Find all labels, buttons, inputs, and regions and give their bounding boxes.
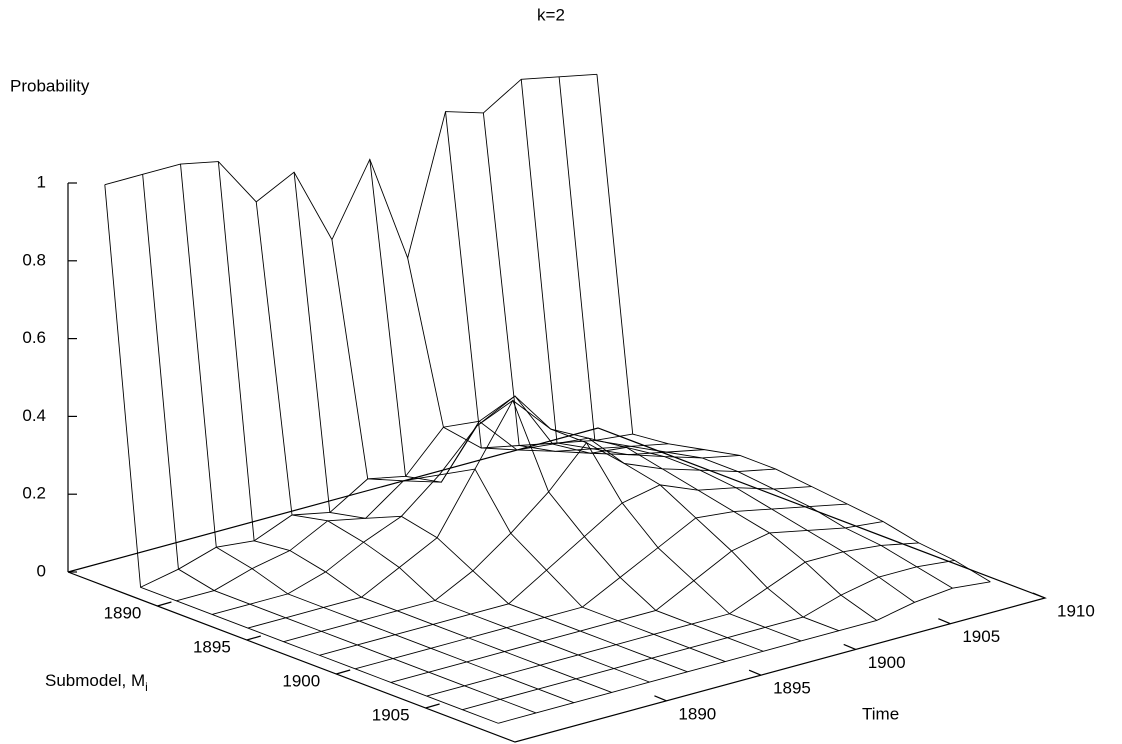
surface-line-submodel (142, 174, 537, 714)
surface-line-time (390, 521, 884, 683)
floor-border (67, 427, 1047, 743)
x-tick-label: 1905 (372, 705, 410, 724)
z-tick-label: 0.2 (22, 484, 46, 503)
surface-line-time (426, 542, 919, 697)
y-tick-label: 1895 (773, 679, 811, 698)
surface-line-submodel (407, 257, 802, 642)
surface-line-time (283, 442, 776, 643)
y-tick-label: 1890 (678, 704, 716, 723)
surface-line-time (498, 581, 991, 724)
x-tick-label: 1895 (193, 637, 231, 656)
surface-line-submodel (180, 164, 575, 704)
surface-line-submodel (255, 201, 650, 683)
x-tick-label: 1890 (104, 603, 142, 622)
surface-line-submodel (217, 161, 612, 693)
surface-line-time (355, 503, 848, 670)
z-tick-label: 0.4 (22, 406, 46, 425)
surface-line-submodel (331, 239, 726, 662)
y-tick (654, 695, 667, 702)
x-axis-label: Submodel, Mi (45, 671, 148, 694)
surface-line-submodel (596, 74, 991, 583)
x-axis-label-main: Submodel, M (45, 671, 145, 690)
y-tick (843, 643, 856, 650)
x-tick (246, 635, 261, 641)
y-tick-label: 1905 (962, 627, 1000, 646)
z-axis-label: Probability (10, 76, 90, 95)
surface-line-submodel (104, 184, 499, 724)
surface-line-submodel (445, 111, 840, 632)
surface-line-time (247, 399, 741, 629)
surface-line-submodel (482, 112, 877, 621)
surface-line-time (462, 559, 955, 711)
chart-title: k=2 (537, 5, 565, 24)
y-tick (938, 618, 951, 625)
y-tick-label: 1910 (1057, 601, 1095, 620)
surface-line-time (176, 420, 669, 602)
x-tick (425, 703, 440, 709)
y-axis-label: Time (862, 704, 899, 723)
x-tick-label: 1900 (282, 671, 320, 690)
z-tick-label: 1 (37, 172, 46, 191)
z-tick-label: 0.8 (22, 250, 46, 269)
surface-line-time (211, 395, 705, 615)
z-tick-label: 0 (37, 561, 46, 580)
x-tick (336, 669, 351, 675)
surface-line-time (140, 426, 633, 588)
y-tick (748, 669, 762, 676)
y-tick (1032, 592, 1046, 599)
x-axis-label-subscript: i (145, 680, 148, 694)
x-tick (157, 601, 172, 607)
z-tick-label: 0.6 (22, 328, 46, 347)
surface-line-time (319, 484, 812, 656)
surface-line-submodel (369, 159, 764, 652)
y-tick-label: 1900 (868, 653, 906, 672)
surface-line-time (104, 73, 597, 260)
surface-line-submodel (293, 172, 688, 673)
surface-line-submodel (520, 79, 915, 603)
surface-line-submodel (558, 76, 953, 589)
